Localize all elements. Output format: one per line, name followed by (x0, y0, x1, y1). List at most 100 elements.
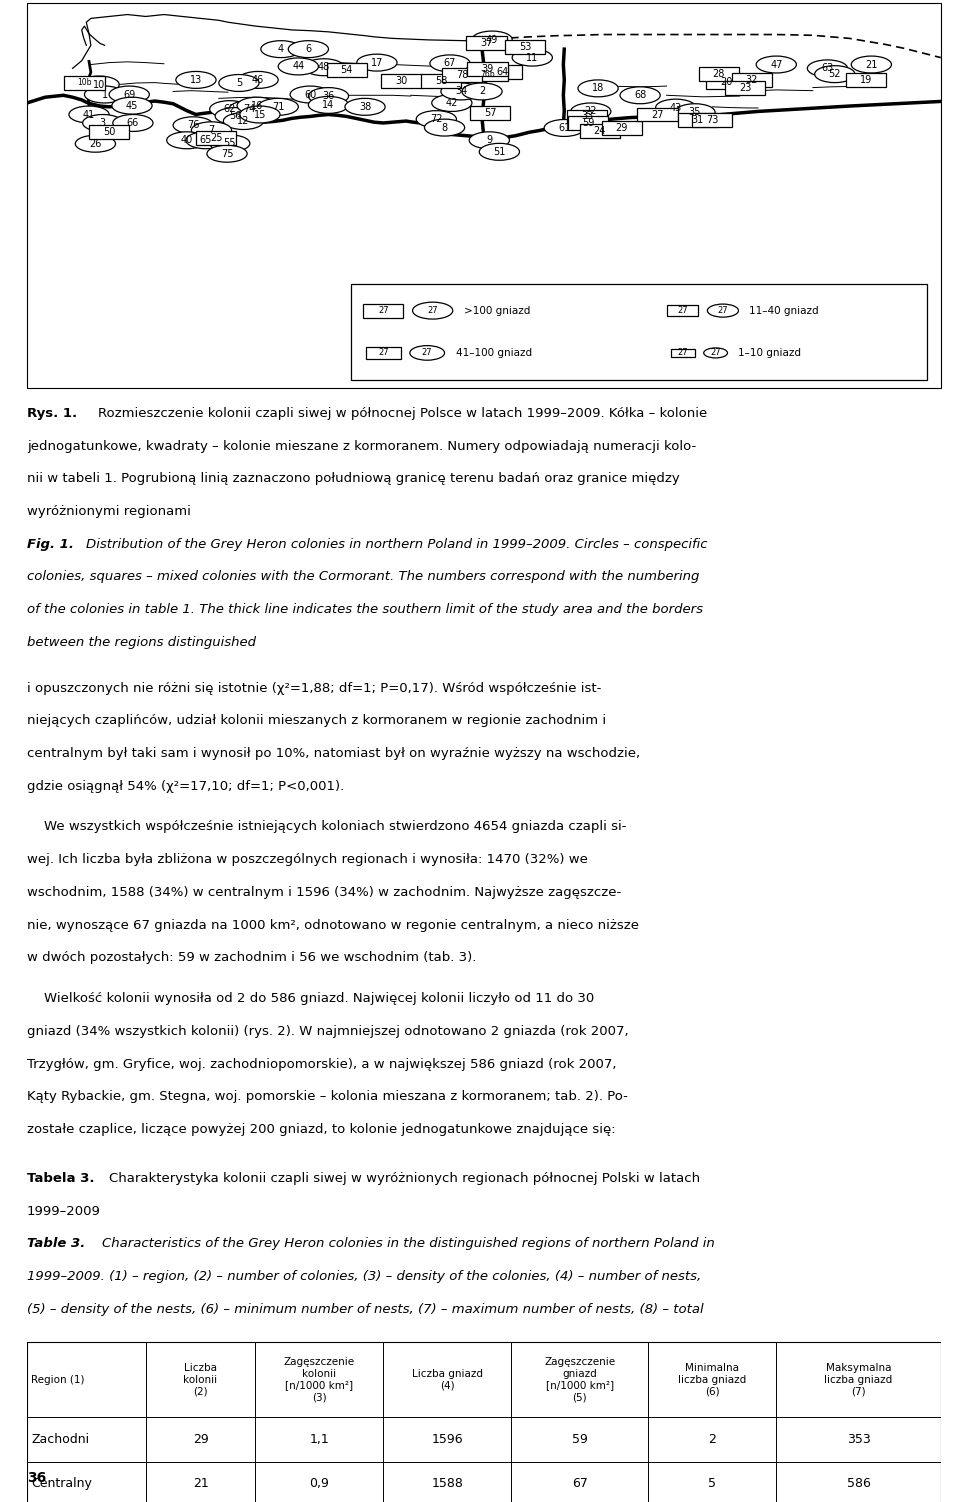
Text: 12: 12 (237, 116, 250, 126)
Circle shape (462, 83, 502, 101)
Circle shape (167, 132, 207, 149)
Circle shape (815, 66, 855, 83)
Circle shape (191, 122, 231, 138)
Bar (351, 284, 927, 380)
Text: 37: 37 (480, 39, 492, 48)
Text: Zagęszczenie
gniazd
[n/1000 km²]
(5): Zagęszczenie gniazd [n/1000 km²] (5) (544, 1358, 615, 1403)
Text: 6: 6 (305, 44, 311, 54)
Circle shape (209, 101, 250, 117)
Circle shape (308, 96, 348, 113)
Text: 31: 31 (691, 116, 704, 125)
Text: 1–10 gniazd: 1–10 gniazd (738, 348, 802, 357)
Text: 21: 21 (193, 1478, 208, 1490)
Text: 16: 16 (252, 101, 263, 111)
Text: 69: 69 (123, 90, 135, 99)
Bar (468, 62, 508, 77)
Text: 76: 76 (187, 120, 200, 131)
Text: 64: 64 (496, 68, 508, 77)
Text: 18: 18 (592, 84, 604, 93)
Text: 52: 52 (828, 69, 841, 80)
Bar (671, 348, 695, 357)
Circle shape (708, 303, 738, 317)
Text: 67: 67 (572, 1478, 588, 1490)
Text: Tabela 3.: Tabela 3. (27, 1172, 94, 1185)
Text: 4: 4 (277, 44, 284, 54)
Text: 27: 27 (710, 348, 721, 357)
Text: 1596: 1596 (431, 1433, 463, 1446)
Bar (442, 69, 482, 83)
Circle shape (704, 348, 728, 357)
Text: 17: 17 (371, 57, 383, 68)
Text: 0,9: 0,9 (309, 1478, 329, 1490)
Text: of the colonies in table 1. The thick line indicates the southern limit of the s: of the colonies in table 1. The thick li… (27, 602, 703, 616)
Bar (568, 116, 608, 129)
Bar (89, 125, 130, 138)
Text: 58: 58 (435, 75, 447, 86)
Circle shape (69, 107, 109, 123)
Text: 2: 2 (479, 87, 485, 96)
Circle shape (237, 98, 277, 114)
Text: Kąty Rybackie, gm. Stegna, woj. pomorskie – kolonia mieszana z kormoranem; tab. : Kąty Rybackie, gm. Stegna, woj. pomorski… (27, 1090, 628, 1104)
Circle shape (472, 32, 513, 48)
Bar (363, 303, 403, 317)
Text: 25: 25 (210, 132, 223, 143)
Circle shape (84, 86, 125, 104)
Text: 62: 62 (224, 104, 236, 114)
Text: Table 3.: Table 3. (27, 1238, 85, 1250)
Text: 20: 20 (720, 77, 732, 87)
Text: Rozmieszczenie kolonii czapli siwej w północnej Polsce w latach 1999–2009. Kółka: Rozmieszczenie kolonii czapli siwej w pó… (98, 407, 708, 421)
Bar (706, 75, 746, 89)
Text: 54: 54 (341, 65, 353, 75)
Text: Characteristics of the Grey Heron colonies in the distinguished regions of north: Characteristics of the Grey Heron coloni… (102, 1238, 714, 1250)
Circle shape (207, 146, 247, 162)
Text: 11: 11 (526, 53, 539, 63)
Circle shape (290, 86, 330, 104)
Text: 46: 46 (252, 75, 264, 86)
Bar (381, 74, 421, 87)
Text: 34: 34 (455, 87, 468, 96)
Bar (637, 108, 678, 122)
Text: 13: 13 (190, 75, 203, 86)
Bar (64, 77, 105, 90)
Circle shape (238, 72, 278, 89)
Bar (468, 68, 508, 81)
Text: 59: 59 (572, 1433, 588, 1446)
Text: Zachodni: Zachodni (32, 1433, 89, 1446)
Text: 73: 73 (707, 116, 718, 125)
Text: 14: 14 (323, 101, 335, 110)
Circle shape (112, 114, 153, 132)
Bar (692, 113, 732, 128)
Text: Trzygłów, gm. Gryfice, woj. zachodniopomorskie), a w największej 586 gniazd (rok: Trzygłów, gm. Gryfice, woj. zachodniopom… (27, 1057, 616, 1071)
Bar (678, 113, 718, 128)
Text: 66: 66 (127, 119, 139, 128)
Circle shape (176, 72, 216, 89)
Bar (846, 74, 886, 87)
Text: 29: 29 (615, 123, 628, 134)
Circle shape (109, 86, 150, 104)
Circle shape (308, 87, 348, 105)
Circle shape (756, 56, 797, 74)
Text: 65: 65 (200, 135, 212, 146)
Circle shape (620, 87, 660, 104)
Text: 23: 23 (739, 83, 752, 93)
Text: 26: 26 (89, 138, 102, 149)
Text: We wszystkich współcześnie istniejących koloniach stwierdzono 4654 gniazda czapl: We wszystkich współcześnie istniejących … (27, 820, 626, 834)
Bar (602, 122, 642, 135)
Text: 29: 29 (193, 1433, 208, 1446)
Text: 36: 36 (323, 92, 335, 101)
Text: 27: 27 (378, 306, 389, 315)
Text: 1,1: 1,1 (309, 1433, 329, 1446)
Text: 5: 5 (236, 78, 242, 89)
Bar (326, 63, 367, 77)
Circle shape (258, 98, 299, 116)
Text: 27: 27 (678, 348, 688, 357)
Text: (5) – density of the nests, (6) – minimum number of nests, (7) – maximum number : (5) – density of the nests, (6) – minimu… (27, 1302, 704, 1316)
Text: between the regions distinguished: between the regions distinguished (27, 635, 256, 649)
Text: 61: 61 (558, 123, 570, 134)
Text: 57: 57 (484, 108, 496, 117)
Text: 59: 59 (582, 119, 594, 128)
Text: 27: 27 (678, 306, 688, 315)
Text: 49: 49 (486, 35, 498, 45)
Text: 76b: 76b (480, 69, 494, 78)
Circle shape (219, 75, 259, 92)
